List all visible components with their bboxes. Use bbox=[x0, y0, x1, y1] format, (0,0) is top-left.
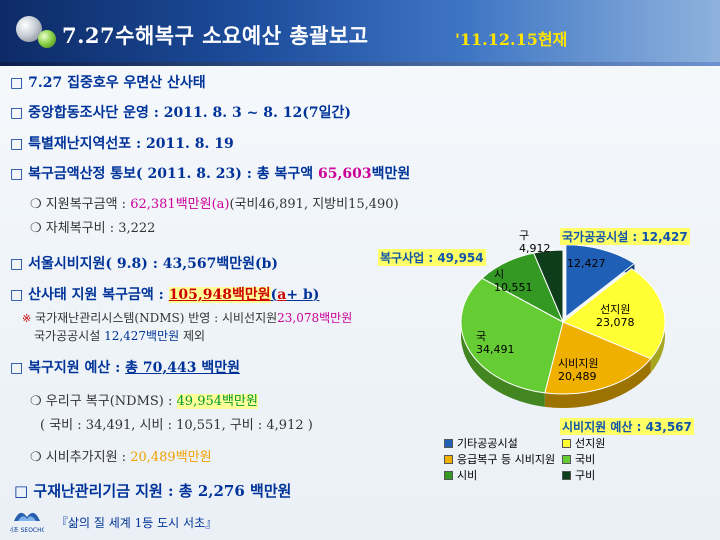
pie-slice-side bbox=[461, 278, 545, 407]
formula-a: a bbox=[277, 287, 287, 303]
pie-slice bbox=[533, 249, 564, 323]
report-date: '11.12.15현재 bbox=[455, 30, 568, 49]
formula-plus: + bbox=[286, 287, 303, 303]
legend-swatch bbox=[562, 454, 571, 464]
slice-label-city: 시 10,551 bbox=[494, 268, 533, 294]
item-disaster-fund: □ 구재난관리기금 지원 : 총 2,276 백만원 bbox=[14, 482, 292, 500]
legend-swatch bbox=[562, 438, 571, 448]
note-ndms-value: 23,078백만원 bbox=[277, 311, 353, 325]
title-banner bbox=[0, 0, 720, 62]
item-special-zone: □ 특별재난지역선포 : 2011. 8. 19 bbox=[10, 136, 234, 152]
district-recovery-value: 49,954백만원 bbox=[176, 394, 258, 409]
item-district-breakdown: ( 국비 : 34,491, 시비 : 10,551, 구비 : 4,912 ) bbox=[40, 418, 313, 433]
district-recovery-label: ❍ 우리구 복구(NDMS) : bbox=[30, 394, 177, 409]
banner-underline bbox=[0, 62, 720, 66]
item-city-extra: ❍ 시비추가지원 : 20,489백만원 bbox=[30, 446, 212, 465]
item-survey-team: □ 중앙합동조사단 운영 : 2011. 8. 3 ~ 8. 12(7일간) bbox=[10, 105, 351, 121]
recovery-total-value: 65,603 bbox=[318, 166, 372, 182]
paren-open: ( bbox=[270, 287, 278, 303]
item-recovery-notice: □ 복구금액산정 통보( 2011. 8. 23) : 총 복구액 65,603… bbox=[10, 163, 410, 183]
note-ndms: ※ 국가재난관리시스템(NDMS) 반영 : 시비선지원23,078백만원 bbox=[22, 309, 352, 326]
note-ndms-text: 국가재난관리시스템(NDMS) 반영 : 시비선지원 bbox=[31, 311, 278, 325]
legend-swatch bbox=[444, 454, 453, 464]
pie-slice bbox=[544, 321, 652, 395]
legend-swatch bbox=[444, 470, 453, 480]
paren-close: ) bbox=[312, 287, 320, 303]
landslide-total-value: 105,948백만원 bbox=[168, 287, 271, 303]
note-public-value: 12,427백만원 bbox=[104, 329, 180, 343]
silver-orb-icon bbox=[16, 16, 42, 42]
slice-label-national: 국 34,491 bbox=[476, 330, 515, 356]
legend-item: 국비 bbox=[562, 451, 595, 467]
item-landslide-total: □ 산사태 지원 복구금액 : 105,948백만원(a+ b) bbox=[10, 284, 319, 304]
support-amount-label: ❍ 지원복구금액 : bbox=[30, 197, 131, 212]
city-extra-label: ❍ 시비추가지원 : bbox=[30, 450, 131, 465]
slice-label-advance: 선지원 23,078 bbox=[596, 303, 635, 329]
legend-swatch bbox=[562, 470, 571, 480]
legend-item: 시비 bbox=[444, 467, 477, 483]
budget-label: □ 복구지원 예산 : bbox=[10, 360, 126, 376]
slice-label-district: 구 4,912 bbox=[519, 229, 551, 255]
pie-slice bbox=[460, 277, 564, 394]
note-public-label: 국가공공시설 bbox=[34, 329, 105, 343]
item-support-amount: ❍ 지원복구금액 : 62,381백만원(a)(국비46,891, 지방비15,… bbox=[30, 193, 399, 212]
logo-text: 서초 SEOCHO bbox=[10, 526, 44, 534]
slice-label-city-support: 시비지원 20,489 bbox=[558, 357, 599, 383]
note-star: ※ bbox=[22, 312, 32, 325]
legend-item: 선지원 bbox=[562, 435, 605, 451]
callout-city-support: 시비지원 예산 : 43,567 bbox=[560, 418, 694, 435]
note-public-facility: 국가공공시설 12,427백만원 제외 bbox=[34, 327, 205, 344]
legend-item: 응급복구 등 시비지원 bbox=[444, 451, 555, 467]
pie-top bbox=[460, 244, 666, 395]
legend-item: 기타공공시설 bbox=[444, 435, 518, 451]
recovery-notice-text: □ 복구금액산정 통보( 2011. 8. 23) : 총 복구액 bbox=[10, 166, 319, 182]
pie-slice-side bbox=[544, 358, 651, 408]
item-disaster: □ 7.27 집중호우 우면산 산사태 bbox=[10, 75, 206, 91]
landslide-total-label: □ 산사태 지원 복구금액 : bbox=[10, 287, 169, 303]
budget-total: 총 70,443 백만원 bbox=[125, 360, 241, 376]
item-district-recovery: ❍ 우리구 복구(NDMS) : 49,954백만원 bbox=[30, 390, 258, 409]
support-amount-value: 62,381백만원(a) bbox=[130, 197, 230, 212]
item-budget: □ 복구지원 예산 : 총 70,443 백만원 bbox=[10, 357, 240, 377]
seocho-logo-icon: 서초 SEOCHO bbox=[10, 512, 44, 534]
budget-pie-chart bbox=[460, 244, 666, 408]
legend-swatch bbox=[444, 438, 453, 448]
recovery-total-unit: 백만원 bbox=[371, 166, 411, 182]
slice-label-other: 12,427 bbox=[567, 257, 606, 270]
item-self-recovery: ❍ 자체복구비 : 3,222 bbox=[30, 221, 156, 236]
callout-gov-facility: 국가공공시설 : 12,427 bbox=[560, 228, 690, 245]
formula-b: b bbox=[302, 287, 313, 303]
note-public-excluded: 제외 bbox=[179, 329, 206, 343]
legend-item: 구비 bbox=[562, 467, 595, 483]
green-orb-icon bbox=[38, 30, 56, 48]
slide-title: 7.27수해복구 소요예산 총괄보고 bbox=[62, 23, 369, 48]
footer-slogan: 『삶의 질 세계 1등 도시 서초』 bbox=[56, 516, 218, 530]
pie-slice bbox=[562, 268, 666, 360]
support-amount-breakdown: (국비46,891, 지방비15,490) bbox=[229, 197, 399, 212]
city-extra-value: 20,489백만원 bbox=[130, 450, 212, 465]
item-seoul-support: □ 서울시비지원( 9.8) : 43,567백만원(b) bbox=[10, 256, 279, 272]
callout-recovery: 복구사업 : 49,954 bbox=[378, 249, 486, 266]
